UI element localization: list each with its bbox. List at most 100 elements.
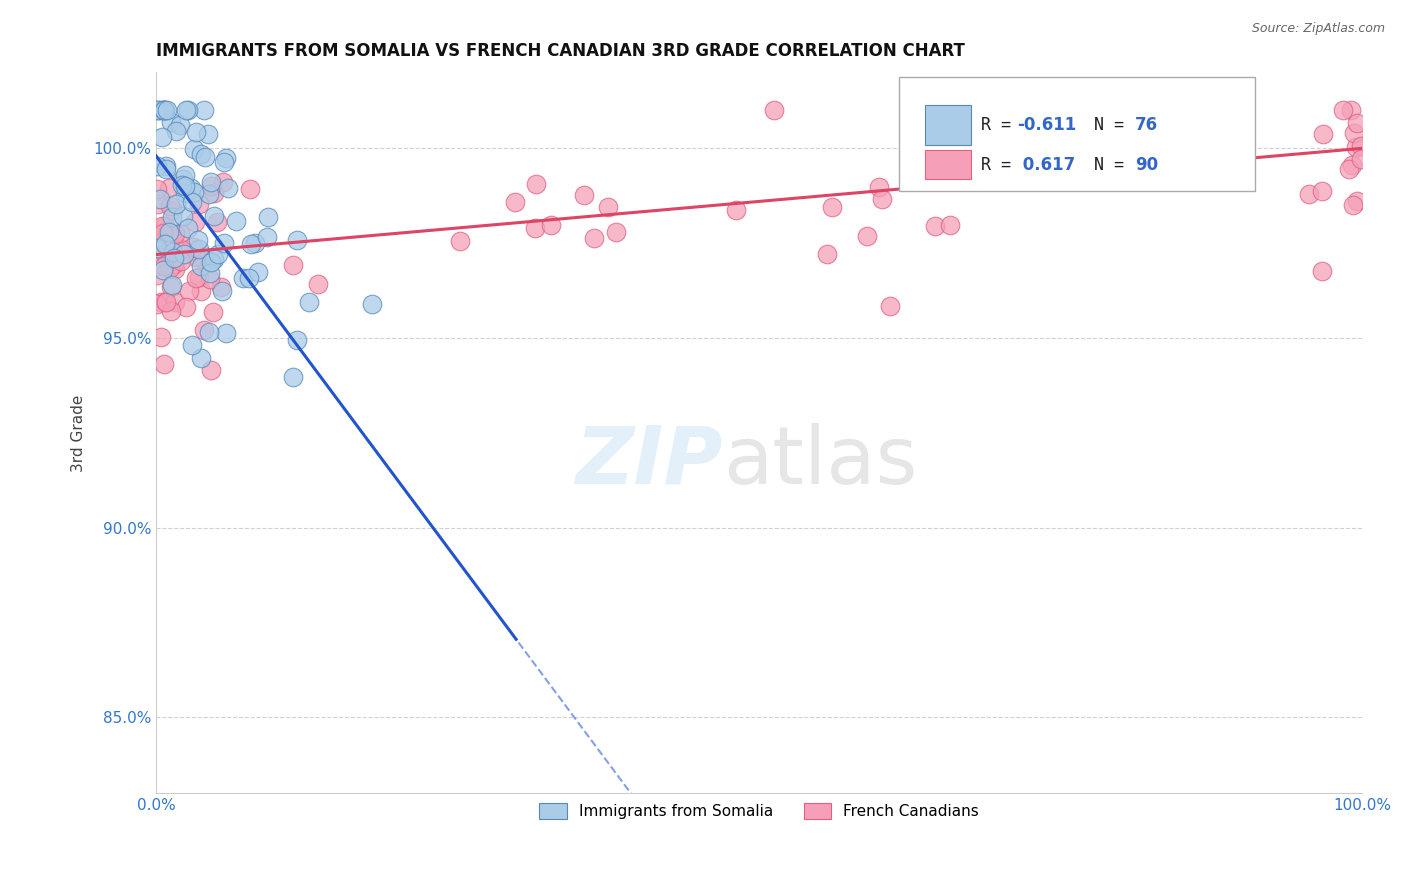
Point <box>212 155 235 169</box>
Point <box>146 241 169 255</box>
Point <box>159 248 181 262</box>
Point <box>583 231 606 245</box>
Point <box>1312 128 1334 142</box>
Point <box>160 280 183 294</box>
Point <box>283 370 305 384</box>
Point <box>207 247 229 261</box>
Point <box>232 270 254 285</box>
Point <box>152 357 174 371</box>
Point <box>183 186 205 200</box>
Point <box>177 285 200 299</box>
Point <box>170 243 193 257</box>
Text: IMMIGRANTS FROM SOMALIA VS FRENCH CANADIAN 3RD GRADE CORRELATION CHART: IMMIGRANTS FROM SOMALIA VS FRENCH CANADI… <box>156 42 965 60</box>
Point <box>1312 264 1334 278</box>
Point <box>198 272 221 286</box>
Legend: Immigrants from Somalia, French Canadians: Immigrants from Somalia, French Canadian… <box>533 797 986 825</box>
Point <box>149 295 172 310</box>
Point <box>868 180 890 194</box>
Text: -0.611: -0.611 <box>1017 116 1077 134</box>
Point <box>163 227 186 241</box>
Point <box>157 225 180 239</box>
Point <box>202 186 225 200</box>
Point <box>148 197 170 211</box>
Point <box>159 303 181 318</box>
Point <box>148 103 170 118</box>
Point <box>149 103 172 118</box>
Point <box>180 181 202 195</box>
Bar <box>925 150 972 179</box>
Point <box>163 257 186 271</box>
Point <box>523 221 546 235</box>
Point <box>240 236 263 251</box>
Point <box>238 270 260 285</box>
Point <box>924 219 946 234</box>
Bar <box>925 105 972 145</box>
Point <box>194 150 217 164</box>
Point <box>856 229 879 244</box>
Y-axis label: 3rd Grade: 3rd Grade <box>72 394 86 472</box>
Point <box>950 158 973 172</box>
Point <box>215 326 238 341</box>
Point <box>163 235 186 249</box>
Point <box>165 196 187 211</box>
Point <box>212 175 235 189</box>
Point <box>181 240 204 254</box>
Point <box>209 280 232 294</box>
Point <box>169 118 191 132</box>
Point <box>190 251 212 265</box>
Text: atlas: atlas <box>723 423 917 500</box>
Point <box>184 270 207 285</box>
Text: 90: 90 <box>1135 156 1159 174</box>
Point <box>160 114 183 128</box>
Point <box>174 168 197 182</box>
Text: ZIP: ZIP <box>575 423 723 500</box>
Point <box>1346 194 1368 209</box>
Point <box>173 186 195 200</box>
Point <box>211 284 233 298</box>
Point <box>152 226 174 240</box>
Point <box>159 261 181 276</box>
Point <box>170 178 193 192</box>
Point <box>162 244 184 259</box>
Text: N =: N = <box>1094 156 1135 174</box>
Point <box>197 127 219 141</box>
Point <box>763 103 786 118</box>
Point <box>156 225 179 239</box>
Text: 76: 76 <box>1135 116 1159 134</box>
Point <box>153 103 176 118</box>
Point <box>160 210 183 224</box>
Text: N =: N = <box>1094 116 1135 134</box>
Point <box>1350 152 1372 166</box>
Point <box>200 267 222 281</box>
Point <box>524 178 547 192</box>
Point <box>152 259 174 273</box>
Point <box>281 258 304 272</box>
Point <box>155 295 177 310</box>
Point <box>724 203 747 218</box>
Point <box>146 159 169 173</box>
Point <box>176 103 198 118</box>
Point <box>170 254 193 268</box>
Point <box>205 215 228 229</box>
Point <box>172 209 194 223</box>
Point <box>190 351 212 366</box>
Point <box>449 235 471 249</box>
Text: R =: R = <box>981 116 1021 134</box>
Point <box>1337 162 1360 177</box>
Point <box>1340 103 1362 118</box>
Point <box>212 235 235 250</box>
Point <box>152 263 174 277</box>
Point <box>155 295 177 310</box>
Point <box>939 218 962 232</box>
Point <box>574 187 596 202</box>
Point <box>173 247 195 261</box>
Point <box>160 277 183 292</box>
Text: 0.617: 0.617 <box>1017 156 1076 174</box>
Point <box>156 103 179 118</box>
Point <box>217 181 239 195</box>
Point <box>150 219 173 233</box>
Point <box>146 259 169 273</box>
Point <box>193 103 215 118</box>
Point <box>1346 116 1368 130</box>
Point <box>180 338 202 352</box>
